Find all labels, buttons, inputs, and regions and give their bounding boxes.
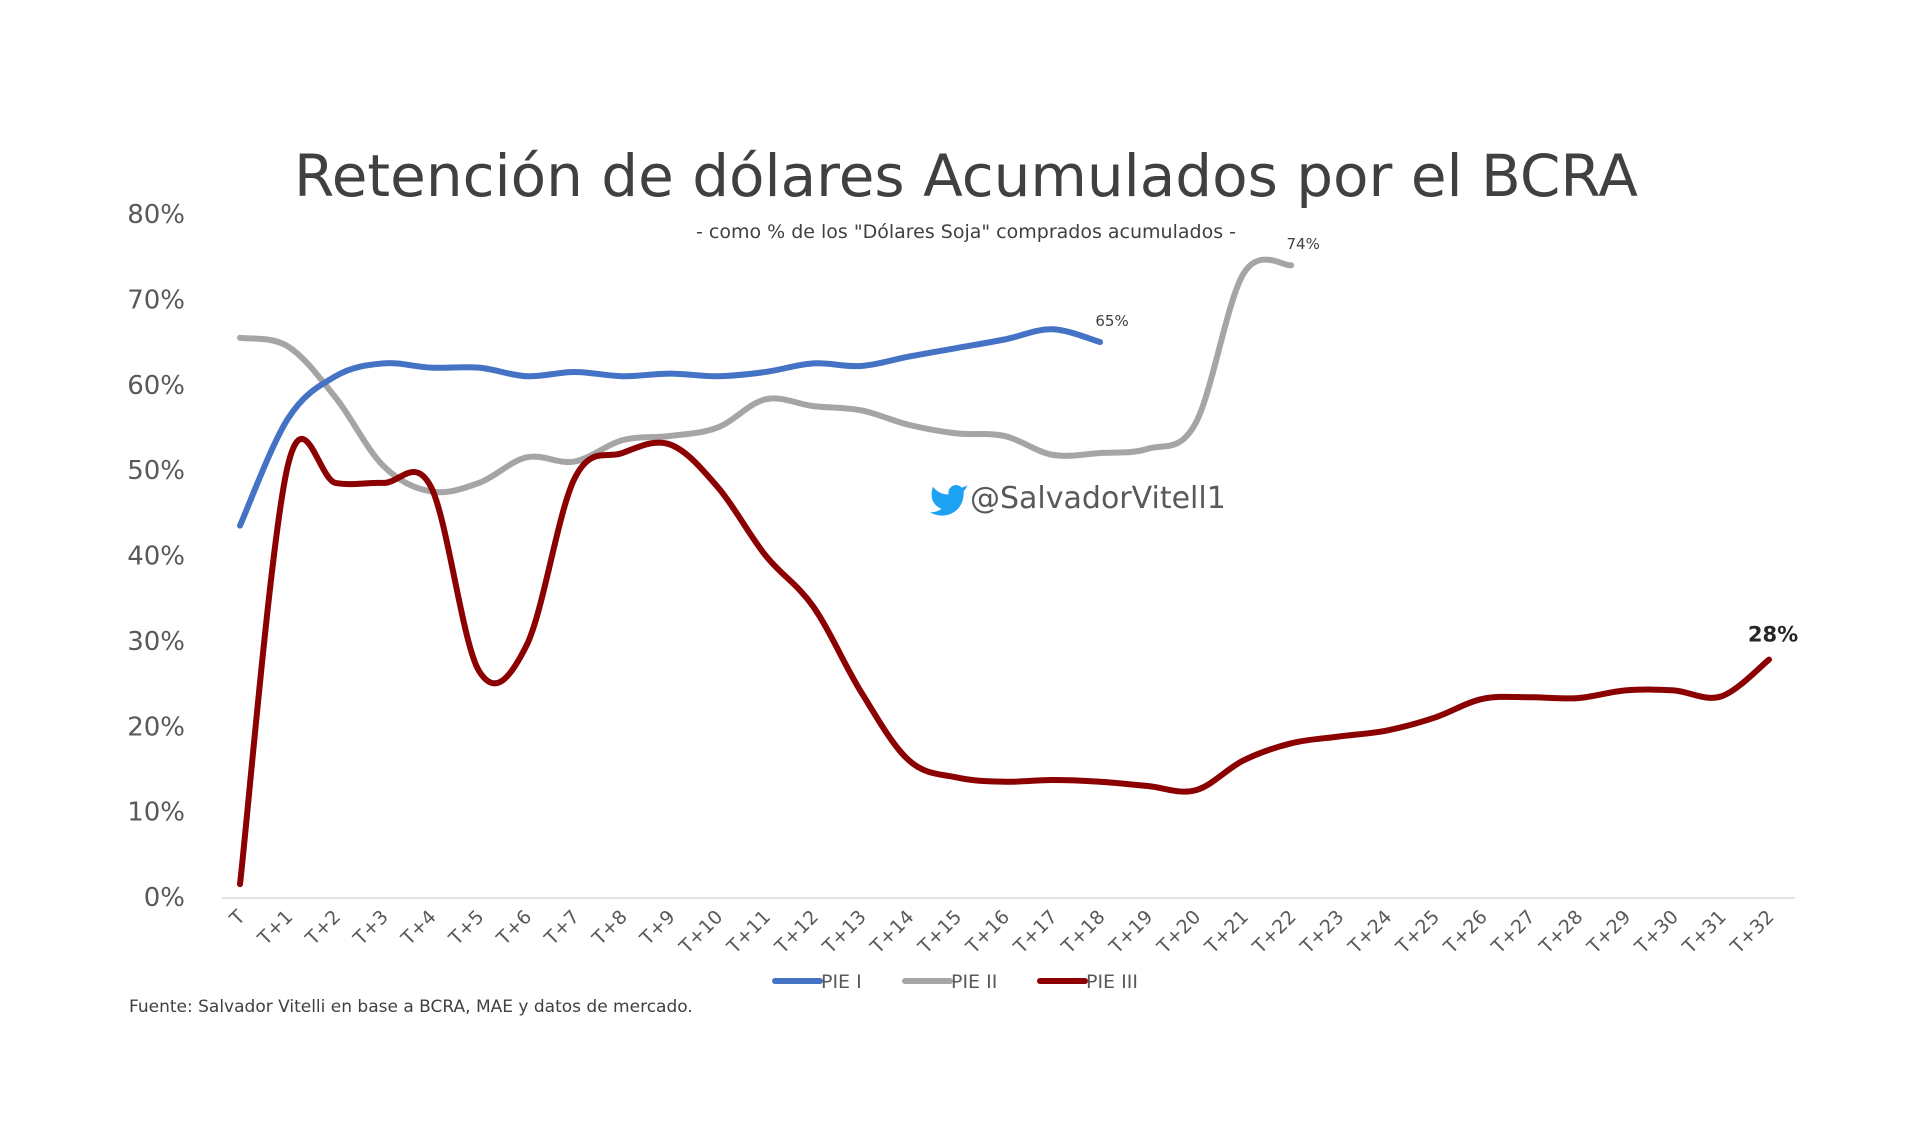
data-label: 28% — [1748, 623, 1798, 647]
data-label: 74% — [1287, 235, 1320, 253]
x-tick-label: T+2 — [301, 906, 345, 950]
x-tick-label: T+1 — [253, 906, 297, 950]
x-axis: T T+1 T+2 T+3 T+4 T+5 T+6 T+7 T+8 T+9T+10T+11T+12… — [225, 906, 1778, 959]
x-tick-label: T+27 — [1487, 906, 1540, 959]
y-tick-label: 50% — [127, 456, 185, 486]
legend: PIE I PIE II PIE III — [772, 971, 1138, 993]
x-tick-label: T+13 — [818, 906, 871, 959]
x-tick-label: T+20 — [1152, 906, 1205, 959]
y-tick-label: 40% — [127, 542, 185, 572]
data-label: 65% — [1095, 312, 1128, 330]
watermark: @SalvadorVitell1 — [929, 481, 1226, 516]
y-tick-label: 80% — [127, 200, 185, 230]
y-axis: 0% 10% 20% 30% 40% 50% 60% 70% 80% — [127, 200, 185, 913]
x-tick-label: T+21 — [1200, 906, 1253, 959]
x-tick-label: T+12 — [770, 906, 823, 959]
series-line-pie-ii — [237, 256, 1295, 496]
y-tick-label: 60% — [127, 371, 185, 401]
series-line-pie-i — [237, 326, 1104, 529]
legend-label: PIE I — [821, 971, 862, 993]
source-note: Fuente: Salvador Vitelli en base a BCRA,… — [129, 997, 693, 1017]
x-tick-label: T+18 — [1057, 906, 1110, 959]
x-tick-label: T+10 — [675, 906, 728, 959]
x-tick-label: T+16 — [961, 906, 1014, 959]
chart-subtitle: - como % de los "Dólares Soja" comprados… — [696, 221, 1236, 243]
x-tick-label: T+17 — [1009, 906, 1062, 959]
y-tick-label: 20% — [127, 712, 185, 742]
x-tick-label: T+11 — [722, 906, 775, 959]
x-tick-label: T+5 — [444, 906, 488, 950]
x-tick-label: T+8 — [588, 906, 632, 950]
y-tick-label: 70% — [127, 285, 185, 315]
y-tick-label: 10% — [127, 798, 185, 828]
series-group: 74% 65% 28% — [237, 235, 1798, 888]
x-tick-label: T+19 — [1105, 906, 1158, 959]
x-tick-label: T+4 — [396, 906, 440, 950]
chart-title: Retención de dólares Acumulados por el B… — [294, 142, 1638, 210]
x-tick-label: T+14 — [866, 906, 919, 959]
x-tick-label: T+3 — [349, 906, 393, 950]
y-tick-label: 30% — [127, 627, 185, 657]
legend-label: PIE II — [951, 971, 997, 993]
x-tick-label: T+24 — [1343, 906, 1396, 959]
x-tick-label: T+32 — [1726, 906, 1779, 959]
legend-label: PIE III — [1086, 971, 1138, 993]
twitter-bird-icon — [929, 485, 968, 516]
x-tick-label: T+23 — [1296, 906, 1349, 959]
x-tick-label: T+31 — [1678, 906, 1731, 959]
series-line-pie-iii — [237, 435, 1772, 888]
x-tick-label: T+15 — [913, 906, 966, 959]
x-tick-label: T+7 — [540, 906, 584, 950]
x-tick-label: T+25 — [1391, 906, 1444, 959]
x-tick-label: T+9 — [635, 906, 679, 950]
x-tick-label: T+29 — [1582, 906, 1635, 959]
y-tick-label: 0% — [144, 883, 185, 913]
x-tick-label: T+28 — [1535, 906, 1588, 959]
x-tick-label: T+22 — [1248, 906, 1301, 959]
x-tick-label: T+6 — [492, 906, 536, 950]
x-tick-label: T+30 — [1630, 906, 1683, 959]
watermark-handle: @SalvadorVitell1 — [970, 481, 1226, 516]
x-tick-label: T+26 — [1439, 906, 1492, 959]
x-tick-label: T — [225, 906, 250, 931]
